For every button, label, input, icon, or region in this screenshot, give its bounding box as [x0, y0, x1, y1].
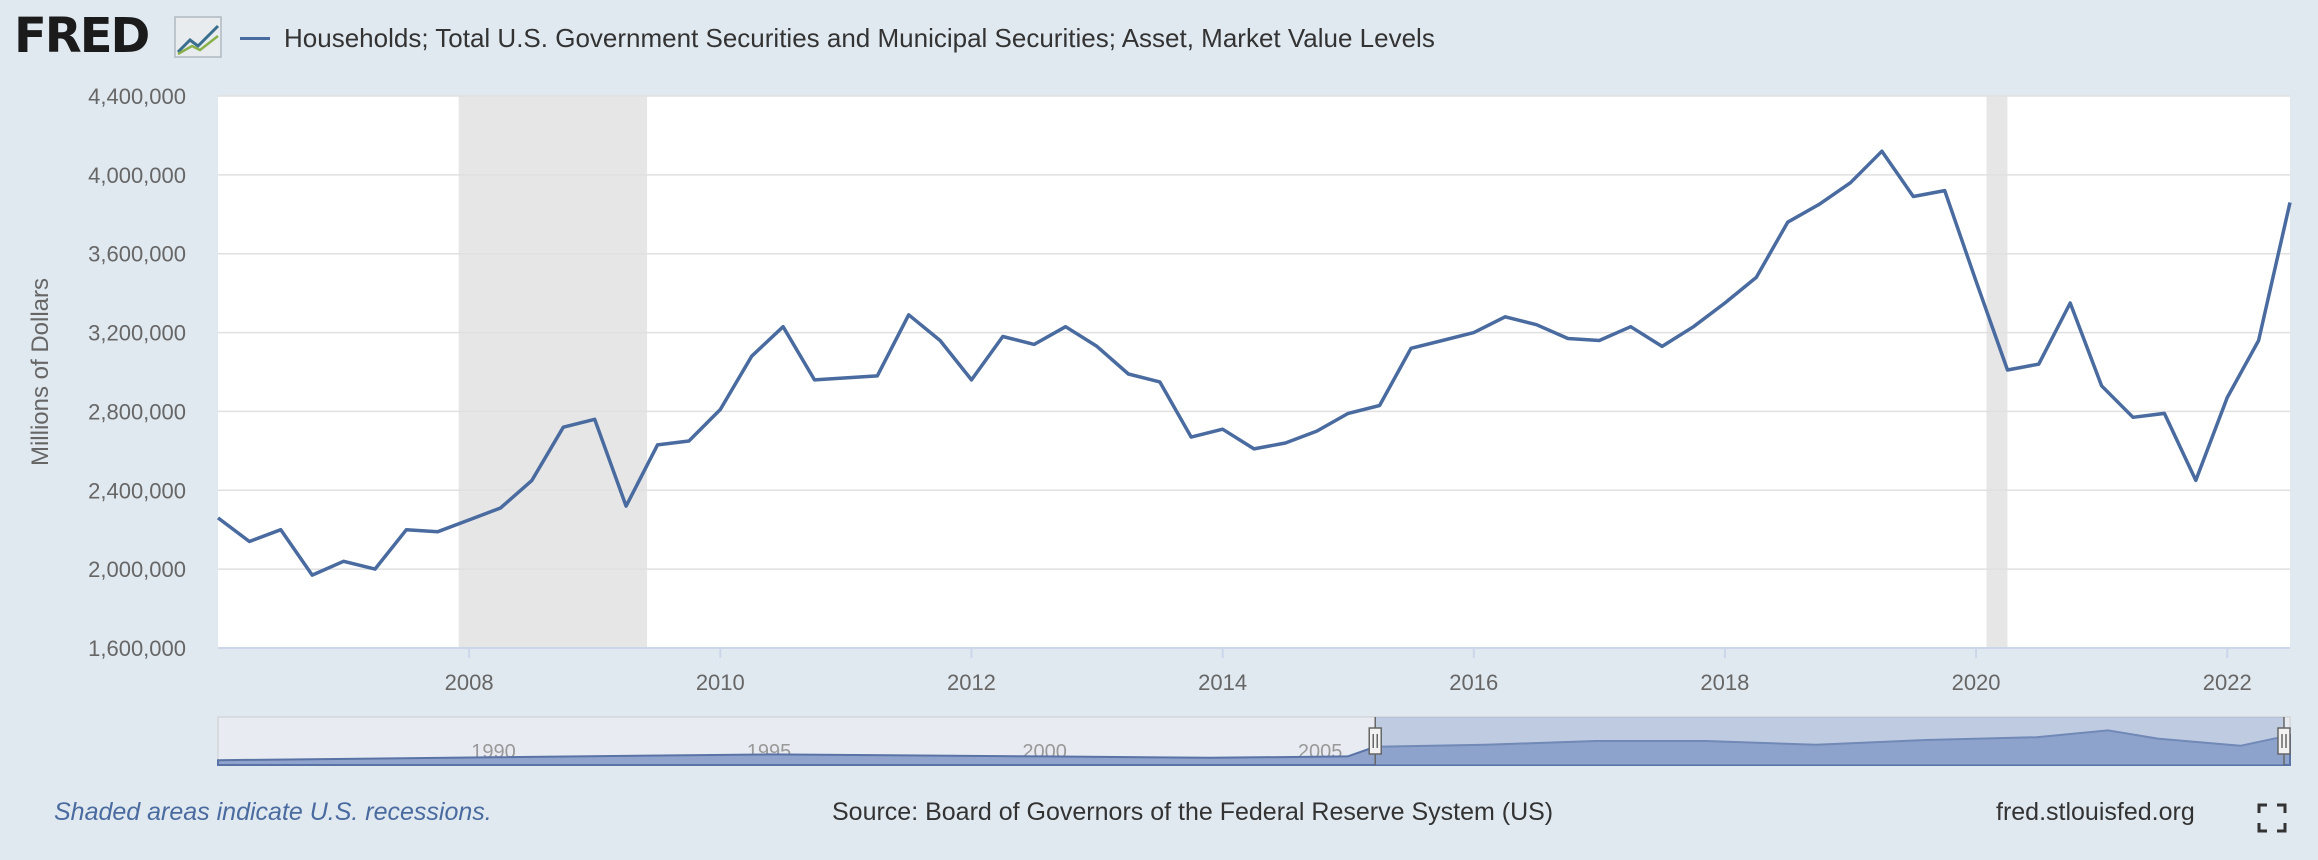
y-tick-label: 2,400,000	[88, 478, 186, 503]
y-tick-label: 1,600,000	[88, 636, 186, 661]
chart-area: 1,600,000 2,000,000 2,400,000 2,800,000 3,20…	[27, 84, 2292, 766]
x-tick-label: 2014	[1198, 670, 1247, 695]
y-tick-label: 4,000,000	[88, 163, 186, 188]
y-tick-label: 3,200,000	[88, 321, 186, 346]
fred-logo[interactable]: FRED	[14, 8, 150, 64]
navigator-selection[interactable]	[1375, 717, 2285, 765]
x-tick-label: 2022	[2203, 670, 2252, 695]
fred-graph-icon[interactable]	[174, 16, 222, 58]
grid-lines	[218, 95, 2290, 649]
recession-band-1	[1986, 96, 2008, 648]
y-axis-label: Millions of Dollars	[27, 278, 54, 466]
x-tick-label: 2012	[947, 670, 996, 695]
navigator-area	[217, 729, 2291, 766]
fullscreen-icon[interactable]	[2256, 802, 2288, 834]
y-tick-label: 2,000,000	[88, 557, 186, 582]
navigator-handle-left[interactable]	[1368, 717, 1382, 765]
x-axis-ticks: 2008 2010 2012 2014 2016 2018 2020 2022	[445, 648, 2252, 695]
y-tick-label: 2,800,000	[88, 399, 186, 424]
recession-shading	[458, 96, 2008, 648]
series-line[interactable]	[216, 149, 2292, 577]
legend-swatch	[240, 36, 270, 40]
recession-band-0	[458, 96, 648, 648]
y-tick-label: 4,400,000	[88, 84, 186, 109]
source-text: Source: Board of Governors of the Federa…	[832, 798, 1554, 826]
legend[interactable]: Households; Total U.S. Government Securi…	[240, 20, 1435, 56]
x-tick-label: 2008	[445, 670, 494, 695]
recession-note: Shaded areas indicate U.S. recessions.	[54, 798, 492, 826]
range-navigator[interactable]: 1990199520002005201020152020	[217, 716, 2291, 766]
x-tick-label: 2018	[1700, 670, 1749, 695]
x-tick-label: 2020	[1952, 670, 2001, 695]
x-tick-label: 2016	[1449, 670, 1498, 695]
x-tick-label: 2010	[696, 670, 745, 695]
y-tick-label: 3,600,000	[88, 242, 186, 267]
y-axis-ticks: 1,600,000 2,000,000 2,400,000 2,800,000 3,20…	[88, 84, 186, 661]
chart-header: FRED Households; Total U.S. Government S…	[0, 0, 2318, 80]
site-link[interactable]: fred.stlouisfed.org	[1996, 798, 2195, 826]
navigator-handle-right[interactable]	[2277, 717, 2291, 765]
legend-series-label[interactable]: Households; Total U.S. Government Securi…	[284, 22, 1435, 53]
